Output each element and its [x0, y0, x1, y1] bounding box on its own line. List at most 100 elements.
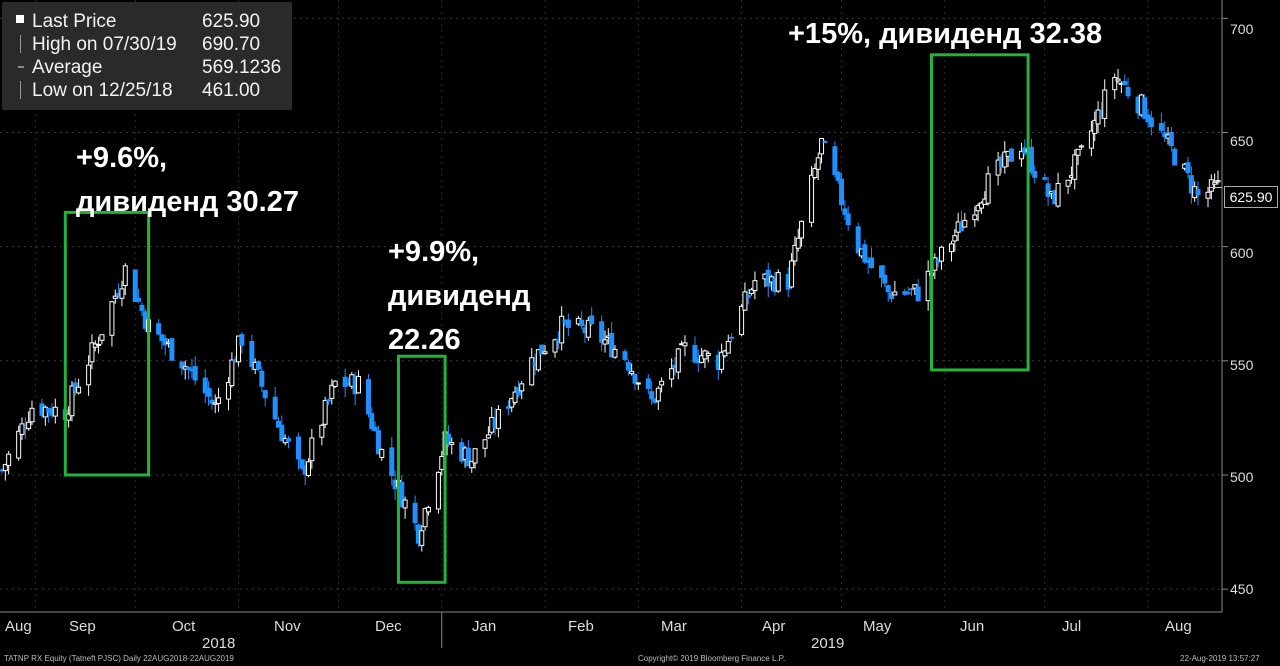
highlight-box [63, 210, 151, 477]
candle-body [472, 448, 478, 464]
candle-body [169, 338, 175, 361]
candle-body [96, 343, 102, 346]
candle-body [819, 138, 825, 155]
footer-ticker: TATNP RX Equity (Tatneft PJSC) Daily 22A… [4, 654, 234, 663]
candle-body [119, 288, 125, 299]
candle-body [136, 297, 142, 302]
legend-value: 625.90 [202, 11, 261, 32]
candle-body [719, 351, 725, 370]
candle-body [995, 159, 1001, 176]
candle-body [839, 178, 845, 206]
candle-body [1158, 123, 1164, 131]
candle-body [1075, 148, 1081, 156]
candle-body [2, 464, 8, 472]
candle-body [69, 385, 75, 417]
candle-body [272, 396, 278, 420]
candle-body [612, 348, 618, 358]
candle-body [879, 265, 885, 278]
x-tick-label: Sep [69, 618, 96, 635]
candle-body [109, 301, 115, 336]
legend-label: Average [32, 57, 103, 78]
candle-body [365, 379, 371, 415]
candle-body [1092, 119, 1098, 134]
candle-body [529, 357, 535, 386]
candle-body [372, 426, 378, 432]
candle-body [599, 321, 605, 343]
legend-value: 690.70 [202, 34, 261, 55]
annotation-1: +9.6%, дивиденд 30.27 [76, 136, 299, 224]
candle-body [122, 265, 128, 287]
candle-body [1168, 131, 1174, 147]
last-price-marker-icon [16, 15, 24, 23]
candle-body [815, 157, 821, 170]
candle-body [206, 387, 212, 397]
candle-body [375, 430, 381, 455]
candle-body [159, 334, 165, 342]
candle-body [629, 370, 635, 375]
candle-body [585, 319, 591, 338]
candle-body [705, 353, 711, 356]
candle-body [286, 438, 292, 442]
y-tick-label: 450 [1230, 581, 1254, 597]
candle-body [729, 336, 735, 339]
candle-body [519, 383, 525, 392]
candle-body [439, 455, 445, 471]
legend-last-price: Last Price 625.90 [16, 10, 284, 33]
legend-value: 569.1236 [202, 57, 282, 78]
candle-body [1205, 191, 1211, 199]
candle-body [655, 387, 661, 402]
candle-body [1095, 109, 1101, 125]
candle-body [325, 399, 331, 402]
candle-body [1042, 177, 1048, 180]
candle-body [239, 334, 245, 346]
low-marker-icon [20, 81, 21, 99]
candle-body [675, 348, 681, 373]
candle-body [156, 323, 162, 335]
legend-low: Low on 12/25/18 461.00 [16, 79, 284, 102]
candle-body [885, 285, 891, 293]
candle-body [512, 391, 518, 403]
legend-high: High on 07/30/19 690.70 [16, 33, 284, 56]
candle-body [1032, 170, 1038, 178]
candle-body [412, 502, 418, 524]
candle-body [276, 420, 282, 428]
candle-body [29, 407, 35, 423]
candle-body [669, 368, 675, 380]
candle-body [635, 382, 641, 385]
candle-body [329, 384, 335, 399]
legend: Last Price 625.90 High on 07/30/19 690.7… [2, 2, 292, 110]
candle-body [52, 406, 58, 417]
candle-body [509, 398, 515, 408]
candle-body [1185, 162, 1191, 174]
high-marker-icon [20, 35, 21, 53]
candle-body [745, 294, 751, 298]
candle-body [369, 413, 375, 430]
year-label: 2018 [202, 635, 236, 652]
candle-body [76, 386, 82, 394]
candle-body [1148, 117, 1154, 128]
highlight-box [396, 354, 447, 584]
candle-body [682, 342, 688, 347]
candle-body [202, 377, 208, 394]
candle-body [1055, 182, 1061, 207]
candle-body [889, 292, 895, 300]
candle-body [6, 453, 12, 466]
y-tick-label: 650 [1230, 133, 1254, 149]
candle-body [449, 442, 455, 445]
candle-body [89, 342, 95, 363]
candle-body [402, 499, 408, 509]
candle-body [948, 243, 954, 253]
candle-body [186, 366, 192, 370]
candle-body [1122, 80, 1128, 86]
x-tick-label: Dec [375, 618, 402, 635]
candle-body [256, 361, 262, 370]
candle-body [882, 274, 888, 284]
x-tick-label: Nov [274, 618, 301, 635]
candle-body [749, 289, 755, 294]
candle-body [912, 284, 918, 289]
candle-body [379, 448, 385, 458]
candle-body [775, 272, 781, 292]
x-tick-label: Jun [960, 618, 985, 635]
x-tick-label: Apr [762, 618, 786, 635]
annotation-line: +9.6%, [76, 142, 168, 174]
